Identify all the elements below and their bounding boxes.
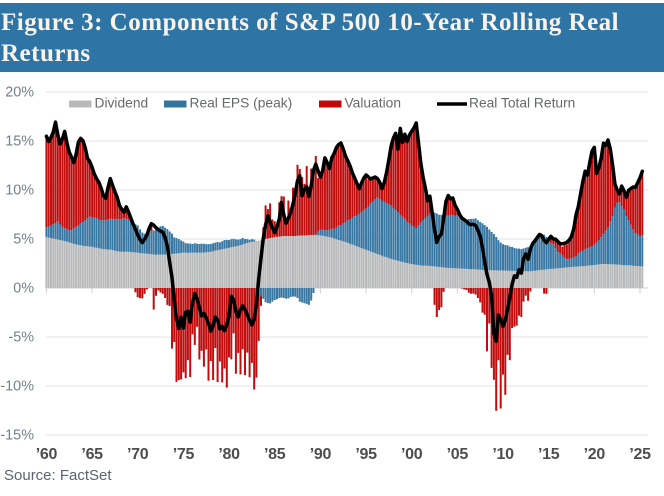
svg-text:’60: ’60: [36, 446, 58, 463]
svg-text:’65: ’65: [81, 446, 103, 463]
svg-text:Real EPS (peak): Real EPS (peak): [190, 96, 293, 111]
svg-text:’15: ’15: [538, 446, 560, 463]
svg-text:’25: ’25: [629, 446, 651, 463]
svg-text:5%: 5%: [13, 232, 34, 248]
svg-text:-10%: -10%: [0, 379, 34, 395]
svg-text:’80: ’80: [218, 446, 240, 463]
svg-text:20%: 20%: [5, 85, 34, 101]
svg-text:’90: ’90: [310, 446, 332, 463]
svg-text:’85: ’85: [264, 446, 286, 463]
svg-text:Real Total Return: Real Total Return: [469, 96, 575, 111]
svg-text:Dividend: Dividend: [95, 96, 149, 111]
svg-text:Valuation: Valuation: [345, 96, 402, 111]
svg-text:’10: ’10: [492, 446, 514, 463]
svg-text:’70: ’70: [127, 446, 149, 463]
svg-text:0%: 0%: [13, 281, 34, 297]
svg-text:’20: ’20: [584, 446, 606, 463]
svg-text:15%: 15%: [5, 134, 34, 150]
svg-text:Source: FactSet: Source: FactSet: [4, 467, 112, 484]
svg-text:’00: ’00: [401, 446, 423, 463]
svg-text:’05: ’05: [447, 446, 469, 463]
svg-text:-15%: -15%: [0, 428, 34, 444]
svg-text:-5%: -5%: [8, 330, 34, 346]
svg-text:10%: 10%: [5, 183, 34, 199]
svg-text:’75: ’75: [173, 446, 195, 463]
svg-text:’95: ’95: [355, 446, 377, 463]
